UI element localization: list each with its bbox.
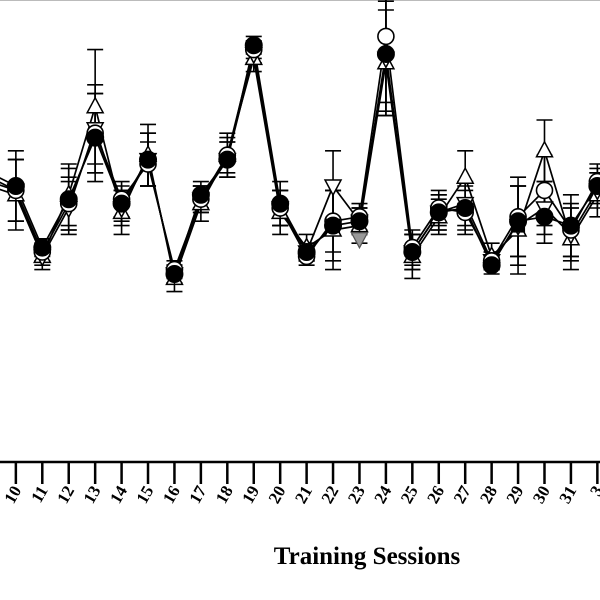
x-tick-label: 26 [423, 483, 448, 507]
x-tick-label: 24 [370, 482, 395, 507]
marker-filled-circle [6, 177, 25, 195]
marker-filled-circle [561, 216, 580, 235]
x-tick-label: 16 [159, 483, 184, 507]
x-tick-label: 12 [53, 483, 78, 507]
marker-filled-circle [59, 190, 78, 209]
x-tick-label: 20 [265, 483, 290, 507]
x-tick-label: 22 [318, 483, 343, 507]
x-tick-label: 18 [212, 483, 237, 507]
marker-filled-circle [535, 207, 554, 226]
marker-open-circle [377, 27, 395, 46]
marker-open-circle [535, 181, 554, 200]
marker-open-triangle-down [323, 179, 343, 197]
marker-filled-circle [403, 243, 422, 261]
x-axis: 10 11 12 13 14 15 16 17 18 19 20 21 22 23 24 25 26 27 28 29… [0, 460, 600, 507]
marker-filled-circle [376, 45, 395, 63]
series-lines [0, 35, 599, 280]
x-tick-label: 29 [503, 483, 528, 507]
x-tick-label: 14 [106, 482, 131, 507]
marker-open-triangle-up [455, 166, 475, 184]
marker-filled-circle [33, 238, 52, 257]
x-tick-label: 11 [27, 483, 51, 506]
x-tick-label: 23 [344, 483, 369, 507]
marker-filled-circle [350, 212, 369, 231]
marker-filled-circle [191, 185, 210, 204]
marker-filled-circle [482, 256, 501, 275]
x-tick-label: 21 [291, 483, 316, 507]
marker-filled-circle [112, 194, 131, 213]
x-tick-label: 25 [397, 483, 422, 507]
x-tick-label: 3 [586, 483, 600, 500]
x-tick-label: 15 [133, 483, 158, 507]
x-axis-title: Training Sessions [274, 543, 461, 570]
marker-filled-square [511, 218, 526, 233]
marker-filled-circle [165, 265, 184, 283]
data-markers [6, 27, 600, 286]
marker-filled-circle [588, 177, 600, 195]
marker-filled-circle [429, 203, 448, 222]
marker-open-triangle-up [85, 96, 105, 114]
marker-filled-circle [86, 128, 105, 147]
marker-filled-circle [218, 150, 237, 169]
x-tick-label: 17 [185, 482, 210, 507]
marker-filled-circle [139, 150, 158, 169]
x-tick-label: 30 [529, 483, 554, 507]
marker-filled-circle [271, 194, 290, 213]
marker-gray-triangle [350, 232, 369, 250]
x-tick-label: 27 [450, 482, 475, 507]
marker-open-triangle-up [535, 140, 554, 158]
x-tick-label: 19 [238, 483, 263, 507]
marker-filled-circle [244, 36, 263, 55]
x-tick-label: 31 [555, 483, 580, 507]
x-tick-label: 13 [80, 483, 105, 507]
marker-filled-circle [297, 243, 316, 261]
x-tick-label: 28 [476, 483, 501, 507]
x-tick-label: 10 [0, 483, 25, 507]
marker-filled-square [326, 218, 341, 233]
marker-filled-circle [456, 199, 475, 217]
